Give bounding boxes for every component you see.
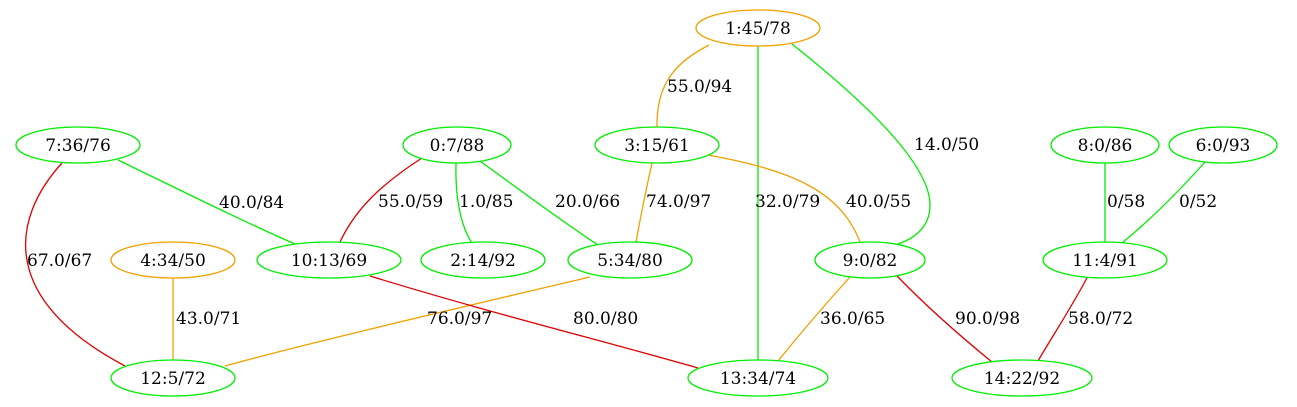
- node-label: 3:15/61: [624, 136, 690, 156]
- node-3: 3:15/61: [594, 126, 720, 164]
- edge-3-5: 74.0/97: [635, 162, 711, 243]
- edge-11-14: 58.0/72: [1037, 275, 1133, 362]
- node-ellipse: [814, 241, 926, 279]
- edge-line: [1037, 275, 1089, 362]
- node-13: 13:34/74: [687, 359, 829, 397]
- node-0: 0:7/88: [402, 126, 512, 164]
- node-12: 12:5/72: [110, 359, 236, 397]
- edge-6-11: 0/52: [1121, 161, 1217, 244]
- node-10: 10:13/69: [256, 241, 402, 279]
- node-label: 7:36/76: [45, 136, 111, 156]
- edge-layer: 55.0/94 32.0/79 14.0/50 40.0/84 67.0/67 55.0/…: [25, 43, 1217, 369]
- edge-label: 0/58: [1107, 192, 1145, 212]
- node-5: 5:34/80: [567, 241, 693, 279]
- edge-label: 40.0/84: [219, 193, 284, 213]
- node-11: 11:4/91: [1042, 241, 1168, 279]
- node-label: 0:7/88: [430, 136, 485, 156]
- edge-line: [707, 154, 861, 243]
- edge-0-2: 1.0/85: [455, 162, 513, 244]
- edge-1-3: 55.0/94: [656, 44, 732, 128]
- edge-8-11: 0/58: [1104, 163, 1145, 242]
- node-ellipse: [402, 126, 512, 164]
- edge-line: [656, 44, 710, 128]
- edge-0-5: 20.0/66: [479, 160, 620, 246]
- edge-line: [777, 276, 851, 362]
- edge-line: [791, 43, 931, 245]
- edge-label: 90.0/98: [955, 309, 1020, 329]
- edge-line: [25, 162, 126, 367]
- node-label: 13:34/74: [720, 369, 796, 389]
- edge-line: [117, 159, 296, 245]
- edge-label: 20.0/66: [555, 192, 620, 212]
- node-2: 2:14/92: [420, 241, 546, 279]
- node-ellipse: [1042, 241, 1168, 279]
- node-label: 11:4/91: [1072, 251, 1138, 271]
- edge-line: [339, 157, 423, 243]
- node-9: 9:0/82: [814, 241, 926, 279]
- edge-label: 14.0/50: [914, 135, 979, 155]
- node-ellipse: [594, 126, 720, 164]
- node-ellipse: [567, 241, 693, 279]
- node-ellipse: [110, 359, 236, 397]
- edge-7-12: 67.0/67: [25, 162, 126, 367]
- node-label: 8:0/86: [1078, 136, 1133, 156]
- node-label: 10:13/69: [291, 251, 367, 271]
- node-label: 4:34/50: [140, 251, 206, 271]
- edge-line: [896, 275, 993, 363]
- edge-0-10: 55.0/59: [339, 157, 443, 243]
- node-ellipse: [951, 359, 1093, 397]
- edge-9-13: 36.0/65: [777, 276, 885, 362]
- edge-label: 36.0/65: [820, 309, 885, 329]
- node-6: 6:0/93: [1168, 126, 1278, 164]
- edge-1-9: 14.0/50: [791, 43, 979, 245]
- edge-9-14: 90.0/98: [896, 275, 1020, 363]
- node-ellipse: [695, 9, 821, 47]
- node-label: 2:14/92: [450, 251, 516, 271]
- edge-label: 55.0/59: [378, 192, 443, 212]
- edge-line: [479, 160, 599, 246]
- node-layer: 1:45/78 7:36/76 0:7/88 3:15/61 8:0/86 6:0/93 4…: [15, 9, 1278, 397]
- edge-label: 76.0/97: [427, 309, 492, 329]
- edge-line: [369, 275, 699, 369]
- node-label: 1:45/78: [725, 19, 791, 39]
- node-8: 8:0/86: [1050, 126, 1160, 164]
- edge-3-9: 40.0/55: [707, 154, 911, 243]
- node-ellipse: [420, 241, 546, 279]
- node-label: 9:0/82: [843, 251, 898, 271]
- node-ellipse: [687, 359, 829, 397]
- edge-10-13: 80.0/80: [369, 275, 699, 369]
- node-ellipse: [256, 241, 402, 279]
- node-label: 14:22/92: [984, 369, 1060, 389]
- node-label: 12:5/72: [140, 369, 206, 389]
- edge-label: 58.0/72: [1068, 309, 1133, 329]
- edge-4-12: 43.0/71: [172, 278, 241, 360]
- edge-5-12: 76.0/97: [224, 276, 591, 367]
- edge-line: [224, 276, 591, 367]
- edge-label: 67.0/67: [27, 251, 92, 271]
- edge-label: 0/52: [1179, 192, 1217, 212]
- edge-1-13: 32.0/79: [755, 45, 820, 360]
- node-4: 4:34/50: [110, 241, 236, 279]
- node-label: 6:0/93: [1196, 136, 1251, 156]
- node-ellipse: [110, 241, 236, 279]
- node-14: 14:22/92: [951, 359, 1093, 397]
- edge-line: [635, 162, 653, 243]
- edge-label: 55.0/94: [667, 77, 732, 97]
- edge-label: 80.0/80: [573, 309, 638, 329]
- edge-label: 1.0/85: [459, 192, 513, 212]
- node-ellipse: [15, 126, 141, 164]
- node-ellipse: [1168, 126, 1278, 164]
- edge-7-10: 40.0/84: [117, 159, 296, 245]
- edge-label: 32.0/79: [755, 192, 820, 212]
- edge-label: 40.0/55: [846, 192, 911, 212]
- edge-line: [455, 162, 473, 244]
- edge-label: 43.0/71: [176, 309, 241, 329]
- node-7: 7:36/76: [15, 126, 141, 164]
- node-label: 5:34/80: [597, 251, 663, 271]
- edge-line: [1121, 161, 1206, 244]
- node-ellipse: [1050, 126, 1160, 164]
- edge-label: 74.0/97: [646, 192, 711, 212]
- node-1: 1:45/78: [695, 9, 821, 47]
